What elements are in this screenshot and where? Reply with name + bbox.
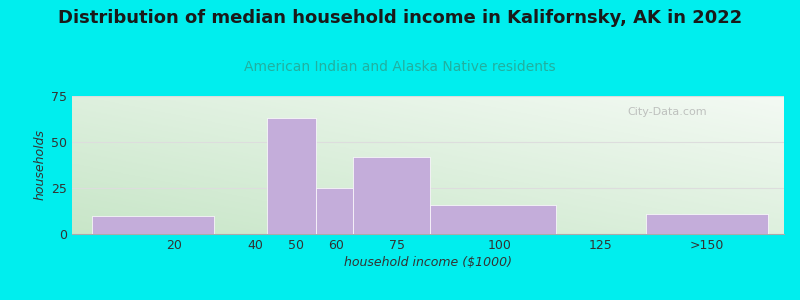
Bar xyxy=(316,188,353,234)
Y-axis label: households: households xyxy=(34,130,47,200)
Bar xyxy=(353,157,430,234)
Bar xyxy=(646,214,768,234)
Text: American Indian and Alaska Native residents: American Indian and Alaska Native reside… xyxy=(244,60,556,74)
Bar xyxy=(267,118,316,234)
Text: Distribution of median household income in Kalifornsky, AK in 2022: Distribution of median household income … xyxy=(58,9,742,27)
X-axis label: household income ($1000): household income ($1000) xyxy=(344,256,512,269)
Bar xyxy=(92,216,214,234)
Text: City-Data.com: City-Data.com xyxy=(627,107,707,117)
Bar xyxy=(430,205,556,234)
